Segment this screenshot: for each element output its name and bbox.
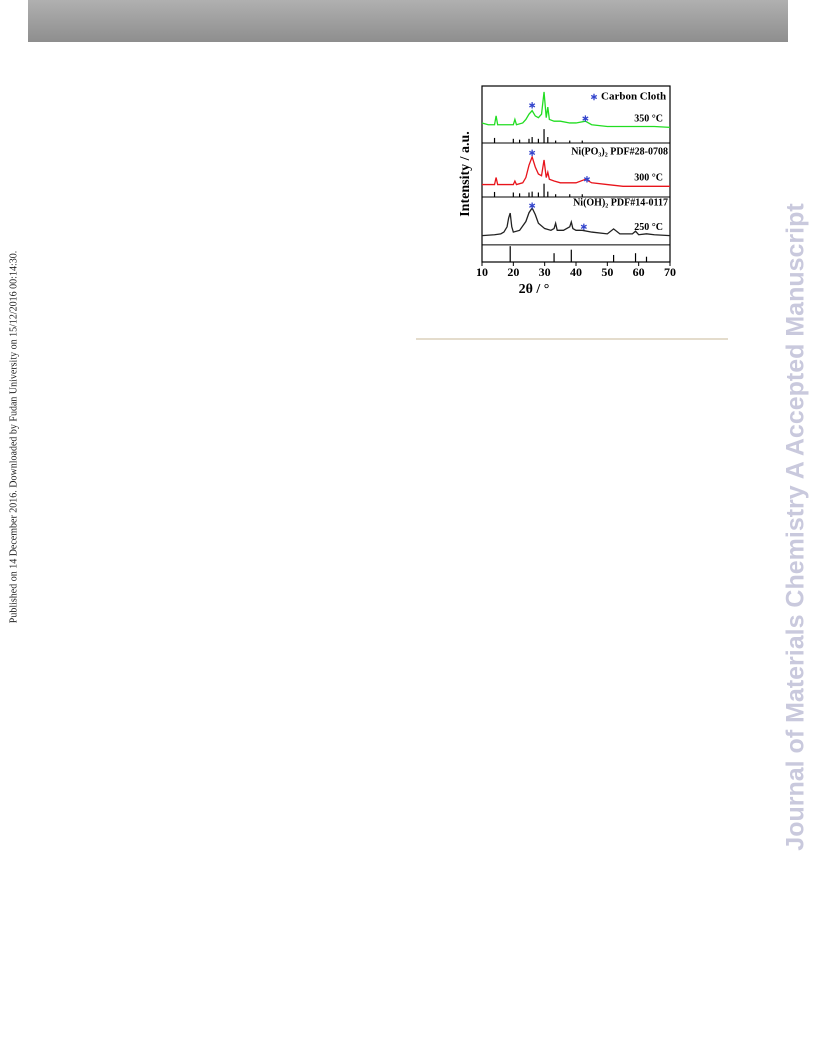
carbon-marker <box>529 102 536 109</box>
side-note: Published on 14 December 2016. Downloade… <box>8 251 19 623</box>
x-tick-label: 40 <box>570 265 582 279</box>
x-tick-label: 10 <box>476 265 488 279</box>
xrd-curve <box>481 206 671 237</box>
xrd-curve <box>481 91 671 129</box>
x-tick-label: 60 <box>633 265 645 279</box>
x-tick-label: 20 <box>507 265 519 279</box>
y-axis-label: Intensity / a.u. <box>458 131 473 217</box>
x-axis-label: 2θ / ° <box>519 282 550 297</box>
figure: 2θ / ° Intensity / a.u. 10 20 30 40 50 60 70 35… <box>456 82 680 298</box>
curve-label: 350 °C <box>634 114 663 125</box>
x-tick-label: 70 <box>664 265 676 279</box>
x-tick-label: 30 <box>539 265 551 279</box>
carbon-marker <box>583 176 591 183</box>
curve-label: 250 °C <box>634 222 663 233</box>
header-bar <box>28 0 788 42</box>
curve-label: 300 °C <box>634 173 663 184</box>
reference-label: Ni(OH)₂ PDF#14-0117 <box>573 197 668 208</box>
carbon-marker <box>529 149 536 157</box>
watermark: Journal of Materials Chemistry A Accepte… <box>782 203 810 851</box>
legend-marker <box>590 93 598 101</box>
carbon-marker <box>529 202 536 209</box>
xrd-curve <box>482 154 670 187</box>
carbon-marker <box>582 115 589 122</box>
carbon-marker <box>580 223 587 230</box>
legend-label: Carbon Cloth <box>601 91 666 103</box>
x-tick-label: 50 <box>601 265 613 279</box>
reference-label: Ni(PO₃)₂ PDF#28-0708 <box>571 146 668 157</box>
